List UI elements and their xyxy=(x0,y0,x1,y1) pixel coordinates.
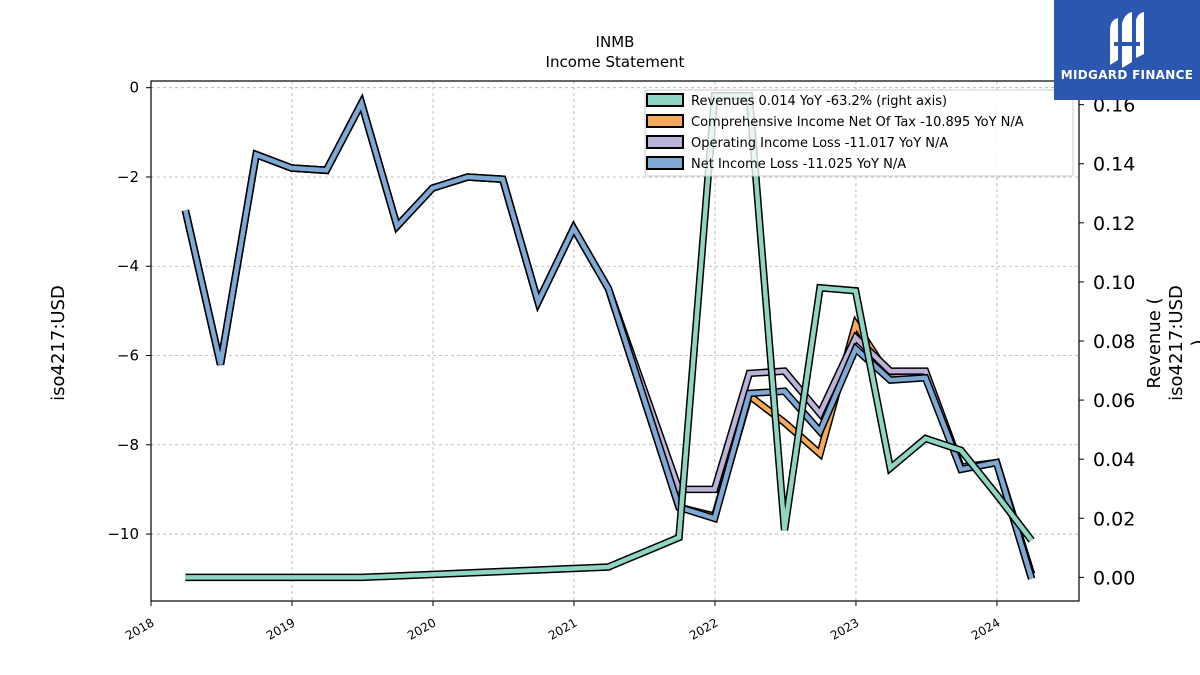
legend-swatch xyxy=(646,114,684,128)
y-axis-label: iso4217:USD xyxy=(48,285,69,401)
y-tick-label: −8 xyxy=(117,436,139,454)
legend-box xyxy=(644,89,1074,177)
y2-tick-label: 0.08 xyxy=(1093,331,1135,353)
y2-axis-label: Revenue (iso4217:USD) xyxy=(1144,285,1200,401)
legend-label: Comprehensive Income Net Of Tax -10.895 … xyxy=(691,115,1024,130)
x-tick-label: 2024 xyxy=(969,615,1002,642)
x-tick-label: 2018 xyxy=(123,615,156,642)
y2-tick-label: 0.14 xyxy=(1093,154,1135,176)
x-tick-label: 2022 xyxy=(687,615,720,642)
brand-name: MIDGARD FINANCE xyxy=(1060,68,1194,82)
y-tick-label: −4 xyxy=(117,257,139,275)
legend-swatch xyxy=(646,135,684,149)
y-tick-label: 0 xyxy=(129,79,139,97)
chart-title: INMB xyxy=(596,33,635,51)
y-tick-label: −10 xyxy=(107,525,139,543)
series-layer xyxy=(181,92,1036,582)
y-tick-label: −2 xyxy=(117,168,139,186)
legend-label: Operating Income Loss -11.017 YoY N/A xyxy=(691,136,948,151)
x-tick-label: 2019 xyxy=(264,615,297,642)
midgard-logo-icon xyxy=(1110,12,1144,68)
chart-subtitle: Income Statement xyxy=(546,53,685,71)
y2-tick-label: 0.12 xyxy=(1093,213,1135,235)
y2-tick-label: 0.04 xyxy=(1093,449,1135,471)
x-tick-label: 2020 xyxy=(405,615,438,642)
y2-tick-label: 0.02 xyxy=(1093,508,1135,530)
legend-swatch xyxy=(646,156,684,170)
x-tick-label: 2021 xyxy=(546,615,579,642)
y2-tick-label: 0.00 xyxy=(1093,567,1135,589)
y-tick-label: −6 xyxy=(117,347,139,365)
legend-label: Net Income Loss -11.025 YoY N/A xyxy=(691,157,906,172)
series-line-revenues xyxy=(185,93,1034,580)
legend-swatch xyxy=(646,93,684,107)
legend-label: Revenues 0.014 YoY -63.2% (right axis) xyxy=(691,94,947,109)
legend: Revenues 0.014 YoY -63.2% (right axis) Co… xyxy=(644,89,1074,177)
y2-tick-label: 0.16 xyxy=(1093,95,1135,117)
y2-tick-label: 0.10 xyxy=(1093,272,1135,294)
x-tick-label: 2023 xyxy=(828,615,861,642)
series-line-net-income-loss xyxy=(183,97,1034,580)
y2-tick-label: 0.06 xyxy=(1093,390,1135,412)
brand-logo: MIDGARD FINANCE xyxy=(1054,0,1200,100)
axes: 0 −2 −4 −6 −8 −10 2018 2019 2020 2021 2022 2023 2024… xyxy=(107,79,1135,643)
